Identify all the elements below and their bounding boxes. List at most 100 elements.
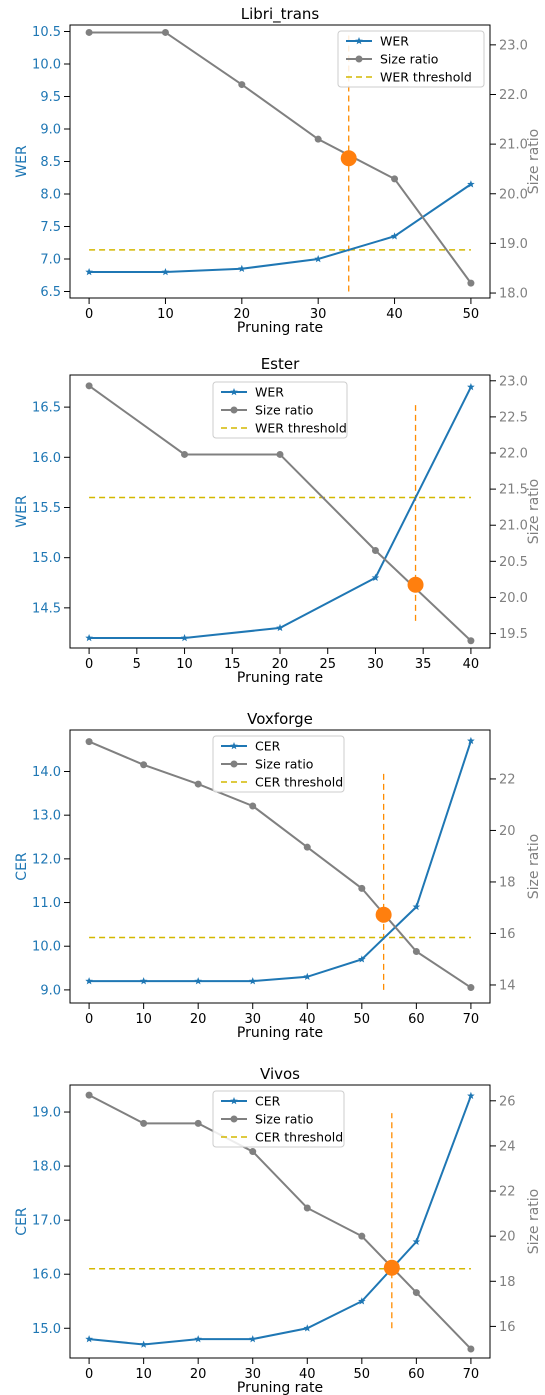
chart-title: Libri_trans — [241, 5, 320, 24]
x-tick-label: 50 — [354, 1012, 371, 1027]
y2-axis-label: Size ratio — [526, 479, 542, 544]
size-ratio-point — [140, 1119, 148, 1127]
y2-tick-label: 21.0 — [499, 138, 528, 153]
error-rate-point — [194, 1335, 202, 1343]
y2-tick-label: 20 — [499, 1230, 516, 1245]
size-ratio-line — [88, 1094, 472, 1350]
y2-tick-label: 22.0 — [499, 447, 528, 462]
y-tick-label: 10.0 — [32, 940, 61, 955]
error-rate-point — [371, 573, 380, 581]
y2-tick-label: 18 — [499, 1275, 516, 1290]
legend-label: CER threshold — [255, 1130, 343, 1145]
x-tick-label: 10 — [135, 1012, 152, 1027]
plot-frame — [69, 1084, 491, 1359]
error-rate-point — [85, 1335, 93, 1343]
y-tick-label: 8.0 — [40, 188, 61, 203]
y-tick-label: 12.0 — [32, 852, 61, 867]
y2-tick-label: 23.0 — [499, 38, 528, 53]
error-rate-point — [390, 232, 399, 240]
y2-tick-label: 21.5 — [499, 483, 528, 498]
error-rate-point — [467, 1091, 475, 1100]
x-tick-label: 25 — [319, 657, 336, 672]
y-axis-label: WER — [14, 145, 30, 178]
error-rate-point — [303, 1324, 312, 1332]
y-axis-label: WER — [14, 495, 30, 528]
legend-label: Size ratio — [255, 403, 313, 418]
y-tick-label: 15.5 — [32, 501, 61, 516]
legend-swatch-circle — [230, 760, 238, 768]
y-tick-label: 13.0 — [32, 809, 61, 824]
size-ratio-point — [161, 28, 169, 36]
chart-title: Voxforge — [247, 710, 313, 728]
error-rate-point — [248, 1335, 257, 1343]
x-tick-label: 30 — [244, 1012, 261, 1027]
x-tick-label: 20 — [234, 307, 251, 322]
error-rate-point — [85, 633, 93, 642]
size-ratio-point — [181, 450, 189, 458]
y-tick-label: 7.5 — [40, 220, 61, 235]
y-tick-label: 9.5 — [40, 90, 61, 105]
error-rate-point — [303, 972, 312, 981]
plot-frame — [69, 729, 491, 1004]
legend-box — [212, 735, 345, 793]
legend-label: Size ratio — [255, 1112, 313, 1127]
legend-label: CER threshold — [255, 775, 343, 790]
y2-tick-label: 16 — [499, 1320, 516, 1335]
x-tick-label: 5 — [133, 657, 141, 672]
x-tick-label: 0 — [85, 307, 93, 322]
x-tick-label: 40 — [299, 1012, 316, 1027]
legend-label: Size ratio — [380, 52, 438, 67]
error-rate-point — [161, 268, 170, 276]
x-tick-label: 20 — [190, 1367, 207, 1382]
y2-axis-label: Size ratio — [526, 129, 542, 194]
y2-axis-label: Size ratio — [526, 834, 542, 899]
size-ratio-point — [314, 135, 322, 143]
legend-box — [212, 1090, 345, 1148]
x-tick-label: 0 — [85, 1012, 93, 1027]
chart-title: Ester — [261, 355, 300, 373]
chart-panel-libri-trans: Libri_trans 0 10 20 30 40 50 Pruning rate 6.5 7.0… — [14, 5, 542, 336]
y-tick-label: 6.5 — [40, 285, 61, 300]
y-tick-label: 16.5 — [32, 401, 61, 416]
y-tick-label: 16.0 — [32, 1268, 61, 1283]
x-tick-label: 60 — [408, 1367, 425, 1382]
y2-tick-label: 20.0 — [499, 187, 528, 202]
legend-box — [212, 381, 348, 439]
x-tick-label: 0 — [85, 657, 93, 672]
x-tick-label: 20 — [190, 1012, 207, 1027]
y2-tick-label: 20 — [499, 824, 516, 839]
size-ratio-point — [249, 1148, 257, 1156]
x-tick-label: 0 — [85, 1367, 93, 1382]
size-ratio-line — [89, 31, 472, 284]
x-axis-label: Pruning rate — [237, 670, 323, 686]
y2-tick-label: 19.0 — [499, 237, 528, 252]
size-ratio-point — [303, 843, 311, 851]
legend-swatch-star — [230, 742, 238, 750]
legend: CER Size ratio CER threshold — [212, 1090, 345, 1148]
y2-tick-label: 20.0 — [499, 591, 528, 606]
size-ratio-point — [358, 1232, 366, 1240]
y2-tick-label: 26 — [499, 1094, 516, 1109]
legend: WER Size ratio WER threshold — [212, 381, 348, 439]
x-tick-label: 10 — [135, 1367, 152, 1382]
y-tick-label: 10.5 — [32, 25, 61, 40]
y-axis-label: CER — [14, 852, 30, 881]
size-ratio-point — [140, 761, 148, 769]
intersection-marker — [383, 1259, 400, 1276]
legend-label: WER threshold — [380, 70, 472, 85]
y2-tick-label: 23.0 — [499, 374, 528, 389]
legend-label: CER — [255, 739, 281, 754]
x-tick-label: 10 — [176, 657, 193, 672]
x-tick-label: 30 — [367, 657, 384, 672]
size-ratio-point — [358, 884, 366, 892]
y2-tick-label: 18.0 — [499, 287, 528, 302]
y2-tick-label: 24 — [499, 1139, 516, 1154]
error-rate-point — [276, 623, 284, 632]
y-tick-label: 15.0 — [32, 1322, 61, 1337]
error-rate-point — [139, 977, 148, 985]
y-tick-label: 9.0 — [40, 123, 61, 138]
legend-swatch-star — [230, 388, 238, 396]
legend-swatch-circle — [230, 1115, 238, 1123]
error-rate-point — [180, 633, 189, 642]
legend: CER Size ratio CER threshold — [212, 735, 345, 793]
